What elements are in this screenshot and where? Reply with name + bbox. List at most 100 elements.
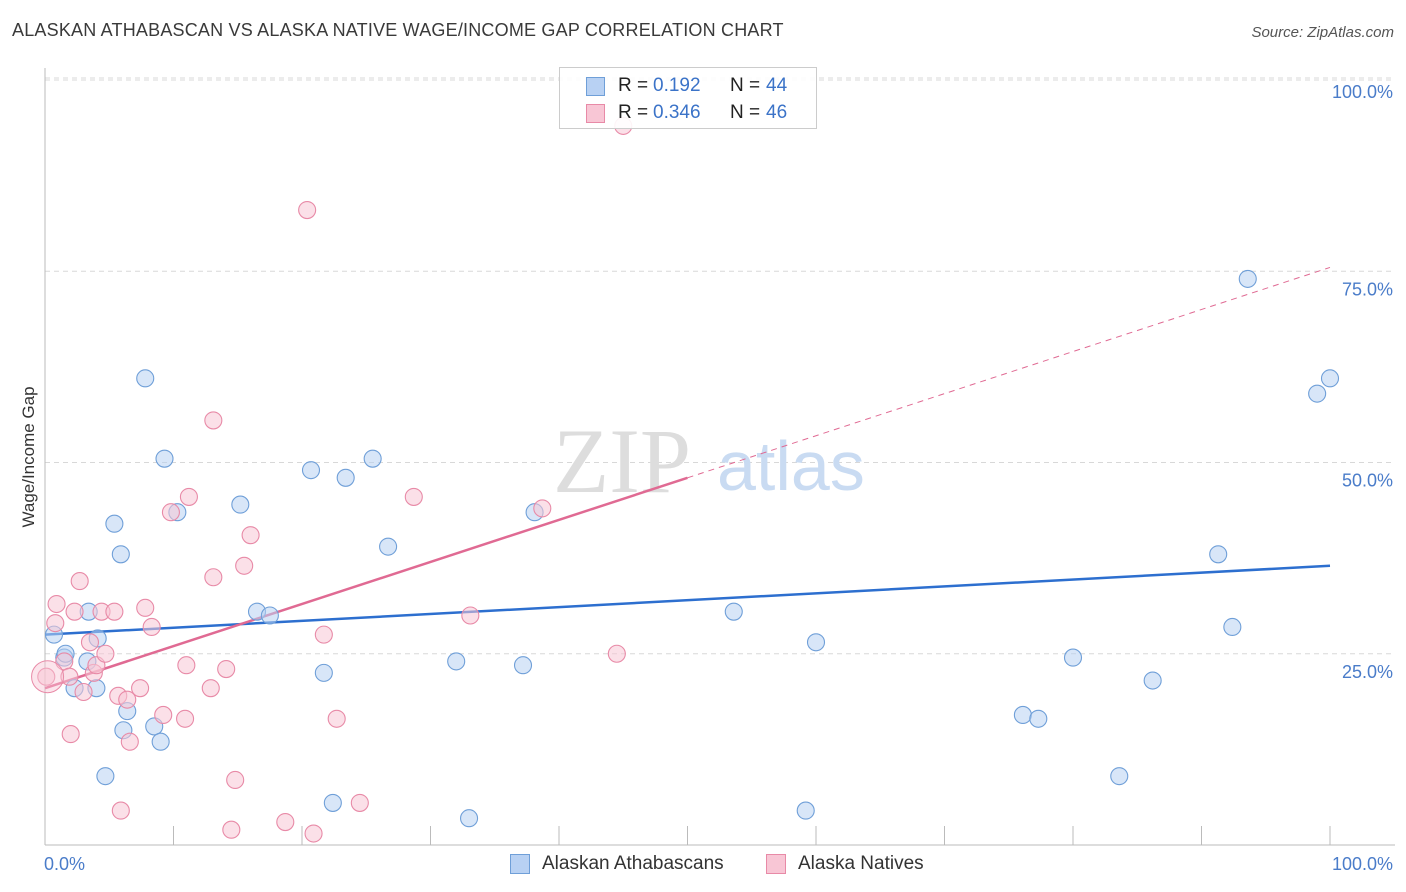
legend-swatch-pink bbox=[766, 854, 786, 874]
point-native bbox=[176, 709, 195, 728]
point-native bbox=[37, 667, 56, 686]
axes bbox=[44, 68, 1395, 846]
legend-r-label: R = bbox=[618, 102, 649, 123]
point-athabascan bbox=[1320, 369, 1340, 388]
point-native bbox=[80, 633, 100, 652]
point-athabascan bbox=[111, 545, 130, 564]
point-native bbox=[235, 556, 254, 575]
legend-row-natives: R = 0.346 N = 46 bbox=[560, 100, 816, 128]
point-native bbox=[304, 824, 323, 843]
point-native bbox=[314, 625, 333, 644]
point-athabascan bbox=[724, 602, 743, 621]
y-tick-label: 75.0% bbox=[1342, 279, 1393, 299]
point-athabascan bbox=[459, 809, 479, 828]
point-athabascan bbox=[1110, 767, 1129, 786]
point-athabascan bbox=[336, 468, 355, 487]
point-native bbox=[142, 617, 161, 637]
point-athabascan bbox=[379, 537, 398, 556]
point-native bbox=[404, 487, 423, 506]
correlation-legend: R = 0.192 N = 44 R = 0.346 N = 46 bbox=[559, 67, 817, 129]
watermark-zip: ZIP bbox=[553, 410, 691, 512]
tick-labels: 25.0% 50.0% 75.0% 100.0% 0.0% 100.0% bbox=[44, 82, 1393, 874]
point-native bbox=[298, 201, 317, 220]
point-athabascan bbox=[363, 449, 382, 468]
point-native bbox=[120, 732, 139, 751]
legend-row-athabascans: R = 0.192 N = 44 bbox=[560, 73, 816, 101]
point-athabascan bbox=[151, 732, 170, 751]
point-native bbox=[222, 820, 241, 839]
point-native bbox=[179, 487, 198, 506]
point-native bbox=[154, 705, 173, 725]
point-native bbox=[276, 812, 295, 832]
point-athabascan bbox=[1238, 269, 1257, 288]
point-athabascan bbox=[513, 656, 533, 675]
point-athabascan bbox=[1143, 671, 1162, 690]
legend-swatch-blue bbox=[510, 854, 530, 874]
point-athabascan bbox=[1209, 545, 1228, 564]
point-native bbox=[177, 656, 196, 675]
point-native bbox=[241, 526, 260, 545]
legend-swatch-pink bbox=[586, 104, 605, 123]
point-athabascan bbox=[447, 652, 466, 671]
legend-n-value: 44 bbox=[766, 75, 788, 96]
point-athabascan bbox=[231, 495, 250, 514]
point-native bbox=[60, 667, 79, 686]
legend-n-label: N = bbox=[730, 102, 761, 123]
point-native bbox=[226, 770, 245, 790]
point-native bbox=[46, 614, 65, 633]
point-athabascan bbox=[105, 514, 124, 533]
chart-source: Source: ZipAtlas.com bbox=[1251, 24, 1394, 41]
point-native bbox=[65, 602, 84, 621]
trend-line-athabascans bbox=[44, 564, 1331, 636]
legend-swatch-blue bbox=[586, 77, 605, 96]
point-athabascan bbox=[806, 633, 826, 652]
y-tick-label: 100.0% bbox=[1332, 82, 1393, 102]
point-native bbox=[31, 660, 65, 694]
point-native bbox=[161, 503, 180, 522]
point-native bbox=[70, 572, 89, 591]
point-athabascan bbox=[323, 793, 342, 812]
point-athabascan bbox=[796, 801, 815, 820]
point-native bbox=[74, 682, 93, 702]
data-points bbox=[31, 116, 1340, 843]
trend-line-natives bbox=[44, 476, 688, 690]
x-tick-label: 100.0% bbox=[1332, 854, 1393, 874]
point-native bbox=[118, 690, 137, 709]
point-native bbox=[204, 411, 223, 430]
point-native bbox=[105, 602, 124, 621]
point-athabascan bbox=[1308, 384, 1327, 403]
legend-label: Alaskan Athabascans bbox=[542, 853, 724, 874]
watermark-atlas: atlas bbox=[717, 427, 865, 505]
point-native bbox=[461, 606, 480, 625]
watermark: ZIP atlas bbox=[553, 410, 865, 512]
point-athabascan bbox=[155, 449, 174, 468]
point-athabascan bbox=[1029, 709, 1048, 728]
point-athabascan bbox=[1223, 617, 1242, 637]
point-athabascan bbox=[260, 606, 279, 625]
point-athabascan bbox=[136, 369, 155, 388]
y-tick-label: 50.0% bbox=[1342, 471, 1393, 491]
legend-n-label: N = bbox=[730, 75, 761, 96]
trend-extension-natives bbox=[687, 266, 1331, 479]
point-native bbox=[350, 793, 369, 812]
point-native bbox=[136, 598, 155, 617]
y-tick-label: 25.0% bbox=[1342, 662, 1393, 682]
chart-title: ALASKAN ATHABASCAN VS ALASKA NATIVE WAGE… bbox=[12, 20, 784, 40]
point-athabascan bbox=[96, 767, 115, 786]
legend-n-value: 46 bbox=[766, 102, 788, 123]
point-native bbox=[47, 594, 66, 614]
y-axis-label: Wage/Income Gap bbox=[19, 386, 38, 527]
point-athabascan bbox=[301, 461, 321, 480]
point-native bbox=[327, 709, 346, 728]
point-native bbox=[533, 499, 552, 518]
legend-label: Alaska Natives bbox=[798, 853, 924, 874]
point-native bbox=[61, 725, 80, 744]
point-native bbox=[607, 644, 626, 663]
point-native bbox=[201, 679, 220, 698]
legend-r-value: 0.192 bbox=[653, 75, 701, 96]
point-athabascan bbox=[1063, 648, 1083, 667]
trend-lines bbox=[44, 266, 1331, 690]
point-native bbox=[217, 659, 236, 679]
legend-r-value: 0.346 bbox=[653, 102, 701, 123]
